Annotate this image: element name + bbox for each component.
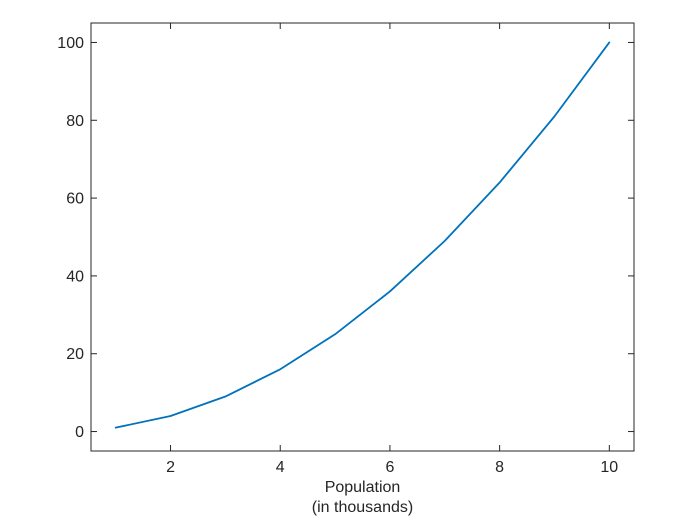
axes-box-group — [90, 22, 635, 452]
y-tick-label: 80 — [66, 113, 84, 130]
x-axis-label-line1: Population — [325, 479, 401, 496]
series-group — [114, 41, 611, 429]
x-tick-label: 10 — [600, 459, 618, 476]
y-tick-label: 100 — [57, 35, 84, 52]
y-tick-label: 0 — [75, 424, 84, 441]
x-tick-label: 6 — [385, 459, 394, 476]
y-tick-label: 40 — [66, 268, 84, 285]
population-squared-line — [114, 41, 611, 429]
x-tick-label: 2 — [166, 459, 175, 476]
y-tick-label: 20 — [66, 346, 84, 363]
x-axis-label: Population (in thousands) — [312, 479, 413, 516]
x-tick-label: 4 — [276, 459, 285, 476]
axes-box — [90, 22, 635, 452]
x-axis-label-line2: (in thousands) — [312, 499, 413, 516]
x-tick-label: 8 — [495, 459, 504, 476]
y-tick-label: 60 — [66, 191, 84, 208]
ticks-group — [91, 23, 634, 451]
